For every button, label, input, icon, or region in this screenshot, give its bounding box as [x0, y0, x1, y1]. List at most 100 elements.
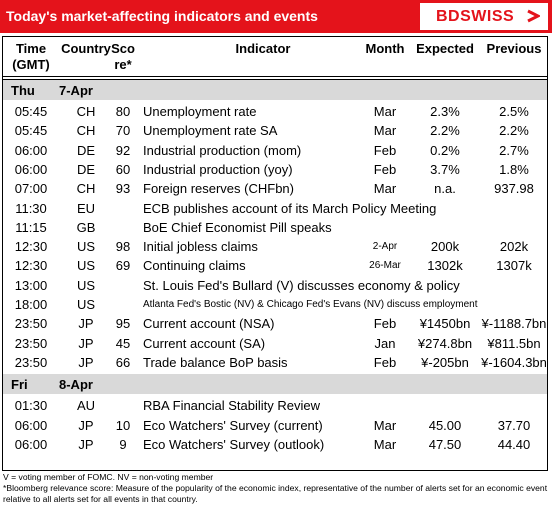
logo: BDSWISS [436, 8, 515, 25]
cell-country: GB [76, 219, 96, 235]
cell-country: EU [76, 200, 96, 216]
cell-expected: 1302k [427, 258, 463, 274]
cell-indicator: Initial jobless claims [143, 239, 258, 255]
column-header: Sco [111, 41, 135, 56]
cell-score: 98 [115, 239, 131, 255]
column-header: Month [365, 41, 405, 56]
cell-time: 07:00 [14, 181, 48, 197]
cell-time: 23:50 [14, 354, 48, 370]
cell-country: CH [76, 123, 96, 139]
cell-indicator: Unemployment rate [143, 104, 257, 119]
cell-indicator: Industrial production (yoy) [143, 161, 293, 177]
cell-month: Feb [373, 142, 397, 158]
cell-month: Jan [374, 335, 396, 351]
cell-month: 26-Mar [369, 260, 401, 272]
cell-expected: 45.00 [428, 417, 462, 433]
cell-country: JP [78, 354, 94, 370]
cell-expected: ¥274.8bn [417, 335, 473, 351]
cell-score: 9 [119, 436, 127, 452]
cell-month: 2-Apr [372, 241, 398, 253]
cell-month: Mar [373, 417, 397, 433]
cell-indicator: RBA Financial Stability Review [143, 398, 321, 414]
cell-score: 60 [115, 161, 131, 177]
cell-indicator: Unemployment rate SA [143, 123, 278, 139]
column-header: re* [114, 57, 132, 72]
cell-previous: 1307k [496, 258, 532, 274]
cell-country: JP [78, 316, 94, 332]
cell-score: 66 [115, 354, 131, 370]
cell-indicator: BoE Chief Economist Pill speaks [143, 219, 332, 235]
cell-month: Mar [373, 123, 397, 139]
cell-expected: 3.7% [430, 161, 460, 177]
cell-indicator: Eco Watchers' Survey (outlook) [143, 436, 325, 452]
cell-time: 06:00 [14, 161, 48, 177]
cell-previous: 44.40 [497, 436, 531, 452]
cell-expected: 2.2% [430, 123, 460, 139]
cell-previous: ¥-1188.7bn [481, 316, 547, 332]
cell-previous: 202k [499, 239, 529, 255]
cell-time: 23:50 [14, 335, 48, 351]
footnotes: V = voting member of FOMC. NV = non-voti… [3, 472, 549, 505]
cell-indicator: Eco Watchers' Survey (current) [143, 417, 323, 433]
group-date: 7-Apr [59, 83, 93, 98]
cell-previous: 2.7% [499, 142, 529, 158]
title-bar: Today's market-affecting indicators and … [0, 0, 552, 33]
cell-expected: ¥1450bn [419, 316, 471, 332]
column-header: Expected [416, 41, 474, 56]
cell-score: 95 [115, 316, 131, 332]
cell-indicator: Foreign reserves (CHFbn) [143, 181, 294, 197]
cell-time: 12:30 [14, 239, 48, 255]
cell-indicator: Continuing claims [143, 258, 246, 274]
group-row [3, 374, 547, 395]
cell-previous: ¥-1604.3bn [481, 354, 547, 370]
cell-indicator: Current account (NSA) [143, 316, 275, 332]
group-date: 8-Apr [59, 377, 93, 393]
cell-country: US [76, 258, 96, 274]
cell-country: DE [76, 161, 96, 177]
cell-time: 01:30 [14, 398, 48, 414]
column-header: Previous [486, 41, 542, 56]
cell-month: Feb [373, 161, 397, 177]
cell-time: 13:00 [14, 277, 48, 293]
cell-indicator: Trade balance BoP basis [143, 354, 288, 370]
cell-time: 11:15 [15, 219, 47, 235]
column-header: (GMT) [12, 57, 50, 72]
cell-previous: 937.98 [494, 181, 534, 197]
cell-indicator: Current account (SA) [143, 335, 266, 351]
cell-time: 06:00 [14, 436, 48, 452]
cell-expected: 2.3% [430, 104, 460, 119]
cell-country: CH [76, 181, 96, 197]
cell-month: Mar [373, 436, 397, 452]
cell-expected: 200k [430, 239, 460, 255]
cell-month: Mar [373, 181, 397, 197]
cell-time: 12:30 [14, 258, 48, 274]
cell-indicator: Industrial production (mom) [143, 142, 302, 158]
cell-expected: 0.2% [430, 142, 460, 158]
cell-previous: 1.8% [499, 161, 529, 177]
column-header: Indicator [235, 41, 291, 56]
cell-time: 18:00 [14, 297, 48, 312]
cell-previous: 2.2% [499, 123, 529, 139]
cell-score: 80 [115, 104, 131, 119]
cell-time: 06:00 [14, 142, 48, 158]
cell-month: Mar [373, 104, 397, 119]
cell-month: Feb [373, 354, 397, 370]
group-day: Fri [11, 377, 28, 393]
cell-previous: ¥811.5bn [487, 335, 541, 351]
cell-indicator: Atlanta Fed's Bostic (NV) & Chicago Fed'… [143, 299, 478, 310]
cell-score: 69 [115, 258, 131, 274]
cell-time: 11:30 [15, 200, 47, 216]
cell-country: AU [76, 398, 96, 414]
cell-time: 23:50 [14, 316, 48, 332]
cell-time: 06:00 [14, 417, 48, 433]
footnote: V = voting member of FOMC. NV = non-voti… [3, 472, 214, 482]
cell-score: 93 [115, 181, 131, 197]
cell-indicator: St. Louis Fed's Bullard (V) discusses ec… [143, 277, 460, 293]
logo-chevron [527, 9, 540, 23]
group-row [3, 80, 547, 100]
cell-indicator: ECB publishes account of its March Polic… [143, 200, 437, 216]
cell-country: US [76, 277, 96, 293]
cell-previous: 2.5% [499, 104, 529, 119]
cell-expected: n.a. [434, 181, 456, 197]
logo-box: BDSWISS [420, 3, 548, 30]
